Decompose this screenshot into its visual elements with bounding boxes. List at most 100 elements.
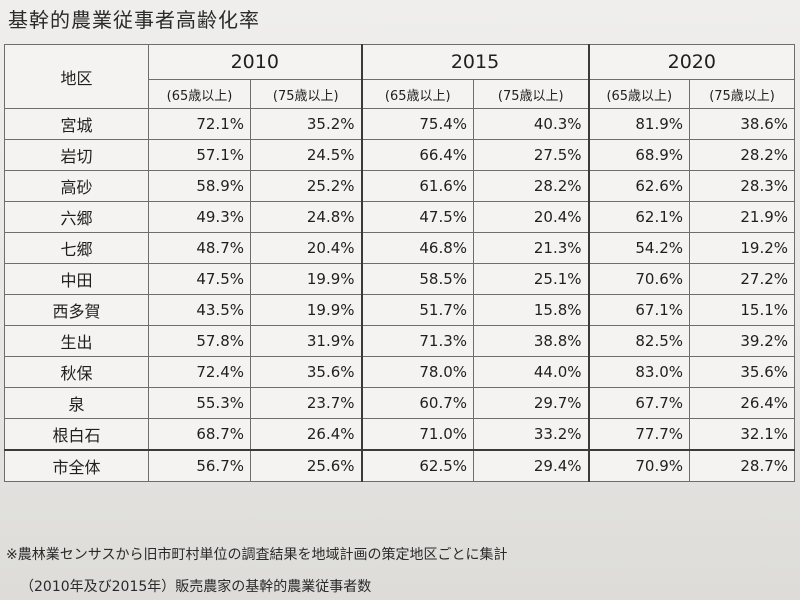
value-cell: 28.3% bbox=[689, 170, 796, 202]
value-cell: 29.7% bbox=[473, 387, 590, 419]
value-cell: 78.0% bbox=[360, 356, 475, 388]
value-cell: 55.3% bbox=[148, 387, 251, 419]
value-cell: 39.2% bbox=[689, 325, 796, 357]
value-cell: 60.7% bbox=[360, 387, 475, 419]
value-cell: 35.6% bbox=[249, 356, 363, 388]
value-cell: 66.4% bbox=[360, 139, 475, 171]
value-cell: 81.9% bbox=[587, 108, 691, 140]
value-cell: 19.9% bbox=[249, 263, 363, 295]
value-cell: 38.8% bbox=[473, 325, 590, 357]
value-cell: 19.2% bbox=[689, 232, 796, 264]
page-title: 基幹的農業従事者高齢化率 bbox=[8, 8, 260, 32]
value-cell: 62.5% bbox=[360, 449, 475, 482]
value-cell: 46.8% bbox=[360, 232, 475, 264]
value-cell: 71.0% bbox=[360, 418, 475, 451]
value-cell: 38.6% bbox=[689, 108, 796, 140]
value-cell: 58.5% bbox=[360, 263, 475, 295]
value-cell: 70.6% bbox=[587, 263, 691, 295]
value-cell: 28.2% bbox=[689, 139, 796, 171]
region-cell: 高砂 bbox=[4, 170, 149, 202]
table-row: 高砂 58.9% 25.2% 61.6% 28.2% 62.6% 28.3% bbox=[4, 170, 796, 202]
table-row: 泉 55.3% 23.7% 60.7% 29.7% 67.7% 26.4% bbox=[4, 387, 796, 419]
region-cell: 市全体 bbox=[4, 449, 149, 482]
value-cell: 25.1% bbox=[473, 263, 590, 295]
value-cell: 77.7% bbox=[587, 418, 691, 451]
table-row: 西多賀 43.5% 19.9% 51.7% 15.8% 67.1% 15.1% bbox=[4, 294, 796, 326]
value-cell: 33.2% bbox=[473, 418, 590, 451]
region-cell: 七郷 bbox=[4, 232, 149, 264]
value-cell: 47.5% bbox=[360, 201, 475, 233]
value-cell: 68.7% bbox=[148, 418, 251, 451]
value-cell: 20.4% bbox=[473, 201, 590, 233]
value-cell: 57.1% bbox=[148, 139, 251, 171]
value-cell: 71.3% bbox=[360, 325, 475, 357]
value-cell: 43.5% bbox=[148, 294, 251, 326]
value-cell: 26.4% bbox=[249, 418, 363, 451]
table-row: 宮城 72.1% 35.2% 75.4% 40.3% 81.9% 38.6% bbox=[4, 108, 796, 140]
value-cell: 20.4% bbox=[249, 232, 363, 264]
value-cell: 57.8% bbox=[148, 325, 251, 357]
region-cell: 秋保 bbox=[4, 356, 149, 388]
table-row: 秋保 72.4% 35.6% 78.0% 44.0% 83.0% 35.6% bbox=[4, 356, 796, 388]
sub-header: (75歳以上) bbox=[249, 79, 363, 109]
value-cell: 75.4% bbox=[360, 108, 475, 140]
table-row: 市全体 56.7% 25.6% 62.5% 29.4% 70.9% 28.7% bbox=[4, 449, 796, 482]
value-cell: 15.1% bbox=[689, 294, 796, 326]
value-cell: 32.1% bbox=[689, 418, 796, 451]
value-cell: 67.7% bbox=[587, 387, 691, 419]
region-cell: 岩切 bbox=[4, 139, 149, 171]
table-row: 六郷 49.3% 24.8% 47.5% 20.4% 62.1% 21.9% bbox=[4, 201, 796, 233]
value-cell: 21.3% bbox=[473, 232, 590, 264]
value-cell: 48.7% bbox=[148, 232, 251, 264]
value-cell: 25.6% bbox=[249, 449, 363, 482]
table-row: 中田 47.5% 19.9% 58.5% 25.1% 70.6% 27.2% bbox=[4, 263, 796, 295]
value-cell: 72.4% bbox=[148, 356, 251, 388]
aging-rate-table: 地区 2010 2015 2020 (65歳以上) (75歳以上) (65歳以上… bbox=[4, 44, 796, 482]
region-header: 地区 bbox=[4, 44, 149, 109]
value-cell: 83.0% bbox=[587, 356, 691, 388]
year-header-2015: 2015 bbox=[360, 44, 590, 80]
sub-header: (75歳以上) bbox=[689, 79, 796, 109]
value-cell: 27.5% bbox=[473, 139, 590, 171]
value-cell: 28.7% bbox=[689, 449, 796, 482]
region-cell: 宮城 bbox=[4, 108, 149, 140]
footnote: ※農林業センサスから旧市町村単位の調査結果を地域計画の策定地区ごとに集計 bbox=[6, 547, 508, 563]
value-cell: 54.2% bbox=[587, 232, 691, 264]
value-cell: 58.9% bbox=[148, 170, 251, 202]
value-cell: 61.6% bbox=[360, 170, 475, 202]
value-cell: 56.7% bbox=[148, 449, 251, 482]
value-cell: 24.8% bbox=[249, 201, 363, 233]
value-cell: 24.5% bbox=[249, 139, 363, 171]
table-row: 七郷 48.7% 20.4% 46.8% 21.3% 54.2% 19.2% bbox=[4, 232, 796, 264]
sub-header: (65歳以上) bbox=[587, 79, 691, 109]
table-row: 生出 57.8% 31.9% 71.3% 38.8% 82.5% 39.2% bbox=[4, 325, 796, 357]
value-cell: 68.9% bbox=[587, 139, 691, 171]
value-cell: 31.9% bbox=[249, 325, 363, 357]
value-cell: 35.6% bbox=[689, 356, 796, 388]
value-cell: 15.8% bbox=[473, 294, 590, 326]
sub-header: (75歳以上) bbox=[473, 79, 590, 109]
value-cell: 70.9% bbox=[587, 449, 691, 482]
value-cell: 19.9% bbox=[249, 294, 363, 326]
region-cell: 根白石 bbox=[4, 418, 149, 451]
region-cell: 西多賀 bbox=[4, 294, 149, 326]
table-row: 岩切 57.1% 24.5% 66.4% 27.5% 68.9% 28.2% bbox=[4, 139, 796, 171]
value-cell: 62.6% bbox=[587, 170, 691, 202]
value-cell: 40.3% bbox=[473, 108, 590, 140]
table-body: 宮城 72.1% 35.2% 75.4% 40.3% 81.9% 38.6% 岩切 57.1% 2… bbox=[4, 108, 796, 482]
value-cell: 23.7% bbox=[249, 387, 363, 419]
year-header-2010: 2010 bbox=[147, 44, 363, 80]
table-row: 根白石 68.7% 26.4% 71.0% 33.2% 77.7% 32.1% bbox=[4, 418, 796, 451]
value-cell: 25.2% bbox=[249, 170, 363, 202]
region-cell: 中田 bbox=[4, 263, 149, 295]
region-cell: 生出 bbox=[4, 325, 149, 357]
value-cell: 47.5% bbox=[148, 263, 251, 295]
sub-header: (65歳以上) bbox=[360, 79, 475, 109]
sub-header: (65歳以上) bbox=[148, 79, 251, 109]
value-cell: 72.1% bbox=[148, 108, 251, 140]
value-cell: 49.3% bbox=[148, 201, 251, 233]
value-cell: 27.2% bbox=[689, 263, 796, 295]
region-cell: 六郷 bbox=[4, 201, 149, 233]
value-cell: 28.2% bbox=[473, 170, 590, 202]
value-cell: 44.0% bbox=[473, 356, 590, 388]
